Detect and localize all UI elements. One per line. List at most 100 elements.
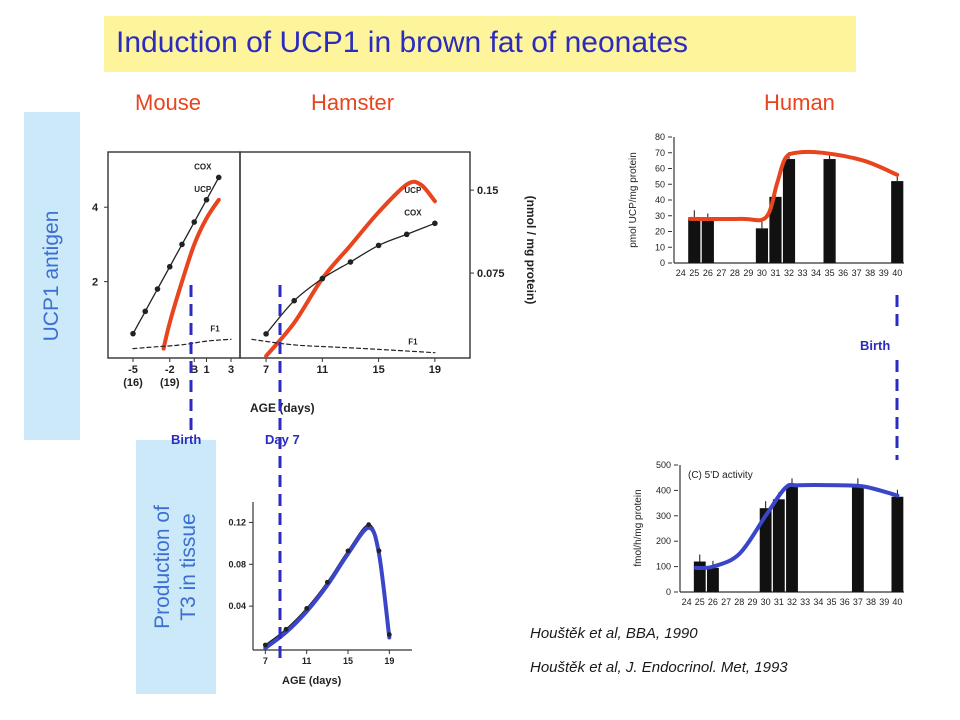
human-ucp1-bar: [782, 159, 796, 263]
human-ucp1-bar: [755, 228, 769, 263]
human-ucp1-x-tick-label: 24: [676, 268, 686, 278]
t3-point: [376, 548, 382, 554]
mouse-ucp-line: [161, 197, 221, 351]
mouse-cox-point: [130, 330, 136, 337]
ucp1-label-box: UCP1 antigen: [24, 112, 80, 440]
t3-x-tick-label: 7: [263, 656, 268, 666]
t3-point: [345, 548, 351, 554]
human-5d-x-tick-label: 32: [787, 597, 797, 607]
human-ucp1-bar: [769, 196, 782, 263]
t3-point: [262, 642, 268, 648]
t3-series: [262, 522, 392, 650]
human-5d-x-tick-label: 30: [761, 597, 771, 607]
human-5d-x-tick-label: 38: [866, 597, 876, 607]
t3-point: [386, 632, 392, 637]
mouse-x-tick-label: B: [190, 364, 198, 376]
human-ucp1-bars: [688, 149, 904, 263]
t3-panel: AGE (days) 7 11 15 19 0.04 0.08 0.12: [228, 502, 412, 687]
mouse-cox-point: [154, 286, 161, 292]
human-ucp1-x-tick-label: 33: [798, 268, 808, 278]
human-ucp1-trend-line: [688, 149, 900, 223]
hamster-series: UCP COX F1: [251, 179, 438, 358]
human-ucp1-bar: [891, 181, 904, 263]
hamster-x-tick-label: 11: [317, 364, 329, 376]
t3-xlabel: AGE (days): [282, 675, 342, 687]
human-ucp1-y-tick-label: 0: [660, 258, 665, 268]
human-5d-x-tick-label: 40: [892, 597, 902, 607]
hamster-x-tick-label: 15: [372, 364, 384, 376]
species-hamster: Hamster: [311, 90, 395, 115]
birth-label: Birth: [171, 432, 201, 447]
hamster-ucp-label: UCP: [404, 186, 422, 195]
human-5d-x-tick-label: 29: [747, 597, 757, 607]
hamster-y-tick-label: 0.075: [477, 268, 505, 280]
human-5d-bars: [693, 478, 904, 592]
human-5d-bar: [891, 496, 904, 592]
markers: Birth Day 7 Birth: [171, 285, 899, 660]
human-ucp1-x-tick-label: 34: [811, 268, 821, 278]
mouse-f1-label: F1: [210, 324, 220, 333]
human-5d-bar: [693, 561, 706, 592]
species-human: Human: [764, 90, 835, 115]
human-5d-y-tick-label: 300: [656, 511, 671, 521]
species-mouse: Mouse: [135, 90, 202, 115]
human-ucp1-x-tick-label: 35: [825, 268, 835, 278]
human-ucp1-x-tick-label: 28: [730, 268, 740, 278]
mouse-cox-point: [191, 219, 198, 225]
human-5d-trend-line: [693, 482, 900, 571]
hamster-cox-point: [403, 231, 410, 238]
human-ucp1-x-tick-label: 39: [879, 268, 889, 278]
human-ucp1-bar: [688, 217, 701, 263]
human-5d-bar: [786, 485, 798, 592]
hamster-x-tick-label: 7: [263, 364, 269, 376]
human-5d-y-tick-label: 100: [656, 562, 671, 572]
human-5d-bar: [707, 567, 719, 592]
human-ucp1-x-tick-label: 32: [784, 268, 794, 278]
hamster-cox-point: [263, 331, 269, 337]
mouse-series: COX UCP F1: [130, 162, 232, 351]
hamster-cox-point: [375, 242, 382, 249]
human-5d-x-tick-label: 33: [800, 597, 810, 607]
mouse-y-tick-label: 4: [92, 202, 99, 214]
human-5d-y-tick-label: 500: [656, 460, 671, 470]
human-ucp1-x-tick-label: 25: [689, 268, 699, 278]
t3-x-tick-label: 15: [343, 656, 353, 666]
human-5d-x-tick-label: 31: [774, 597, 784, 607]
human-ucp1-x-tick-label: 30: [757, 268, 767, 278]
mouse-x-tick-label: -5: [128, 364, 138, 376]
human-ucp1-bar: [701, 220, 714, 263]
human-ucp1-x-tick-label: 27: [716, 268, 726, 278]
mouse-cox-point: [215, 174, 222, 181]
day7-label: Day 7: [265, 432, 300, 447]
t3-ticks: 7 11 15 19 0.04 0.08 0.12: [228, 517, 394, 666]
human-5d-x-tick-label: 25: [695, 597, 705, 607]
mouse-cox-point: [142, 308, 149, 315]
mouse-cox-point: [179, 241, 185, 248]
human-5d-y-tick-label: 400: [656, 485, 671, 495]
human-5d-x-tick-label: 27: [721, 597, 731, 607]
mouse-ucp-label: UCP: [194, 185, 212, 194]
human-5d-x-tick-label: 26: [708, 597, 718, 607]
t3-label-box: Production of T3 in tissue: [136, 440, 216, 694]
mouse-f1-line: [132, 338, 232, 350]
mouse-cox-point: [166, 263, 173, 270]
mouse-x-tick-sublabel: (19): [160, 377, 180, 389]
t3-trend-line: [263, 525, 392, 650]
human-5d-x-tick-label: 28: [734, 597, 744, 607]
human-5d-bar: [851, 485, 864, 592]
slide-title: Induction of UCP1 in brown fat of neonat…: [116, 26, 689, 59]
t3-y-tick-label: 0.08: [228, 559, 246, 569]
hamster-ticks: 7 11 15 19 0.075 0.15: [263, 185, 505, 376]
hamster-xlabel: AGE (days): [250, 401, 315, 415]
birth-label-human: Birth: [860, 338, 890, 353]
human-ucp1-y-tick-label: 10: [655, 242, 665, 252]
human-5d-ylabel: fmol/h/mg protein: [633, 489, 644, 566]
human-ucp1-x-tick-label: 31: [770, 268, 780, 278]
mouse-ticks: -5 -2 B 1 3 (16) (19) 2 4: [92, 202, 234, 389]
mouse-x-tick-sublabel: (16): [123, 377, 143, 389]
human-ucp1-y-tick-label: 70: [655, 148, 665, 158]
mouse-frame: [107, 151, 241, 359]
citation-2: Houštěk et al, J. Endocrinol. Met, 1993: [530, 659, 788, 676]
human-ucp1-bar: [823, 159, 836, 263]
